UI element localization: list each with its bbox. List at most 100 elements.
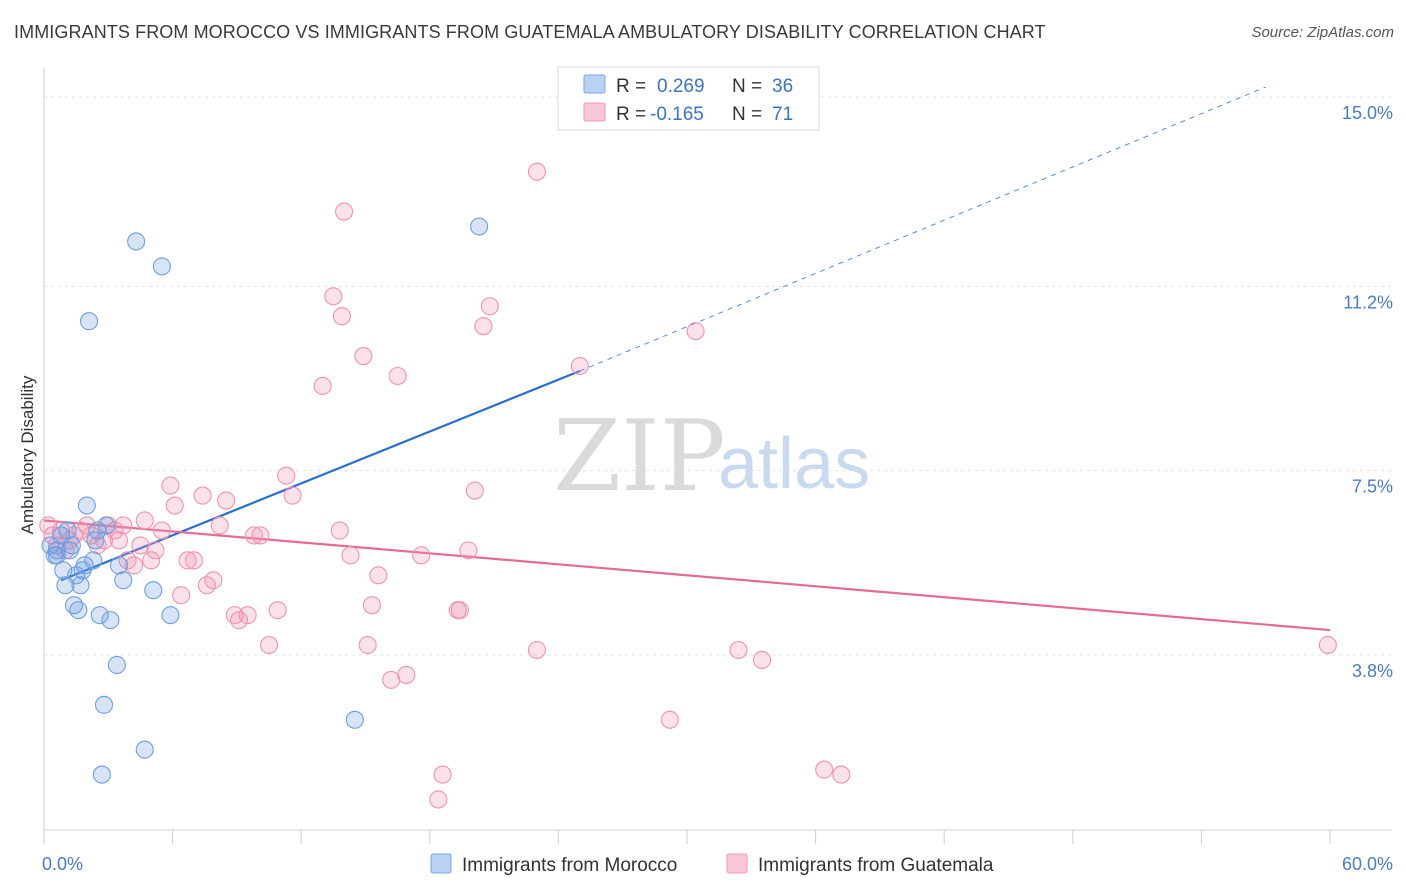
guatemala-point <box>114 516 133 535</box>
guatemala-point <box>330 521 349 540</box>
guatemala-point <box>570 356 589 376</box>
bottom-legend-label-morocco: Immigrants from Morocco <box>462 855 677 876</box>
guatemala-point <box>77 516 96 535</box>
y-axis-label: Ambulatory Disability <box>18 375 37 534</box>
watermark-atlas: atlas <box>718 424 870 504</box>
morocco-points <box>41 217 489 784</box>
guatemala-point <box>459 541 478 560</box>
guatemala-point <box>527 162 547 181</box>
guatemala-point <box>474 317 493 336</box>
guatemala-point <box>142 551 161 570</box>
guatemala-point <box>450 601 469 620</box>
morocco-point <box>101 611 120 630</box>
guatemala-trend-line <box>43 519 1331 632</box>
morocco-point <box>79 312 99 331</box>
guatemala-point <box>815 760 834 779</box>
guatemala-point <box>268 601 287 620</box>
guatemala-point <box>152 521 171 540</box>
morocco-point <box>114 571 133 590</box>
morocco-point <box>109 556 129 575</box>
y-tick-label: 3.8% <box>1352 661 1393 681</box>
guatemala-point <box>184 551 204 570</box>
guatemala-point <box>686 322 705 341</box>
guatemala-point <box>433 765 452 784</box>
guatemala-point <box>146 541 165 560</box>
morocco-point <box>60 541 79 560</box>
guatemala-point <box>259 635 279 655</box>
correlation-legend: R = 0.269 N = 36 R = -0.165 N = 71 <box>557 66 820 131</box>
morocco-trend-extension <box>579 86 1266 372</box>
guatemala-point <box>165 496 184 515</box>
guatemala-points <box>39 162 1337 809</box>
guatemala-point <box>251 526 270 545</box>
guatemala-point <box>527 640 547 660</box>
guatemala-point <box>354 347 373 366</box>
morocco-point <box>90 606 109 625</box>
legend-r-label-morocco: R = <box>616 76 646 97</box>
guatemala-point <box>210 516 229 535</box>
guatemala-point <box>362 596 381 615</box>
legend-n-value-morocco: 36 <box>772 76 793 97</box>
legend-n-label-morocco: N = <box>732 76 762 97</box>
guatemala-point <box>480 297 499 316</box>
guatemala-point <box>178 551 197 570</box>
guatemala-point <box>283 486 302 505</box>
guatemala-point <box>324 287 343 306</box>
x-tick-labels: 0.0% 60.0% <box>42 854 1393 874</box>
guatemala-point <box>161 476 180 495</box>
guatemala-point <box>172 586 191 605</box>
guatemala-point <box>660 710 679 729</box>
watermark-zip: ZIP <box>553 400 726 514</box>
guatemala-point <box>244 526 264 545</box>
legend-r-value-guatemala: -0.165 <box>650 104 704 125</box>
morocco-point <box>152 257 171 276</box>
guatemala-point <box>752 650 772 670</box>
guatemala-point <box>193 486 212 505</box>
guatemala-point <box>388 366 407 386</box>
source-label: Source: ZipAtlas.com <box>1251 24 1394 41</box>
legend-n-label-guatemala: N = <box>732 104 762 125</box>
guatemala-point <box>412 546 431 565</box>
guatemala-point <box>217 491 236 510</box>
legend-swatch-morocco <box>583 74 606 94</box>
legend-r-label-guatemala: R = <box>616 104 646 125</box>
morocco-point <box>77 496 96 515</box>
guatemala-point <box>135 511 154 530</box>
bottom-legend-label-guatemala: Immigrants from Guatemala <box>758 855 994 876</box>
guatemala-point <box>229 611 249 630</box>
guatemala-point <box>131 536 150 555</box>
morocco-point <box>88 521 107 540</box>
guatemala-point <box>109 531 129 550</box>
x-tick-label: 60.0% <box>1342 854 1393 874</box>
legend-swatch-guatemala <box>583 102 606 122</box>
guatemala-point <box>277 466 296 485</box>
gridlines <box>44 96 1392 656</box>
trend-lines <box>43 86 1331 632</box>
morocco-point <box>58 521 77 540</box>
guatemala-point <box>332 307 351 326</box>
guatemala-point <box>358 635 377 655</box>
guatemala-point <box>832 765 851 784</box>
guatemala-point <box>204 571 223 590</box>
morocco-point <box>127 232 146 251</box>
morocco-point <box>71 576 90 595</box>
legend-r-value-morocco: 0.269 <box>657 76 705 97</box>
morocco-trend-line <box>60 369 581 582</box>
guatemala-point <box>341 546 360 565</box>
morocco-point <box>107 655 126 675</box>
guatemala-point <box>429 790 448 809</box>
bottom-legend-swatch-guatemala <box>726 853 748 874</box>
guatemala-point <box>397 665 416 684</box>
morocco-point <box>97 516 116 535</box>
guatemala-point <box>124 556 144 575</box>
morocco-point <box>470 217 489 236</box>
morocco-point <box>75 556 94 575</box>
morocco-point <box>84 551 103 570</box>
morocco-point <box>135 740 154 759</box>
axes <box>43 68 1392 844</box>
morocco-point <box>144 581 163 600</box>
morocco-point <box>345 710 364 729</box>
guatemala-point <box>313 376 332 396</box>
bottom-legend-swatch-morocco <box>430 853 452 874</box>
